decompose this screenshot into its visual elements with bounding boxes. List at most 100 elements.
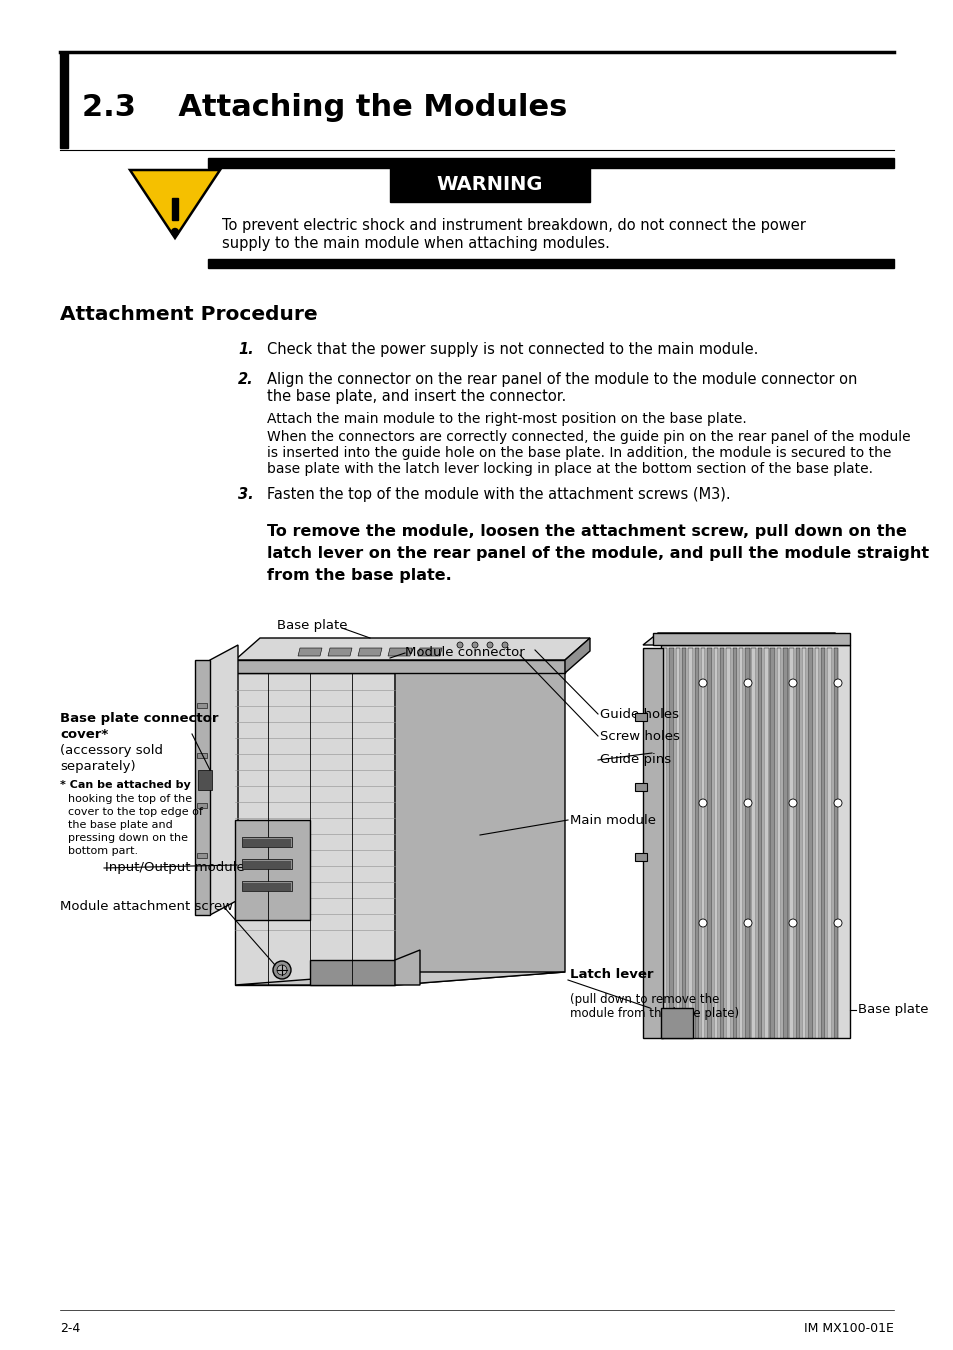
Bar bbox=[795, 648, 800, 1038]
Polygon shape bbox=[417, 648, 441, 656]
Circle shape bbox=[743, 799, 751, 807]
Polygon shape bbox=[564, 639, 589, 674]
Text: is inserted into the guide hole on the base plate. In addition, the module is se: is inserted into the guide hole on the b… bbox=[267, 446, 890, 460]
Circle shape bbox=[273, 961, 291, 979]
Bar bbox=[757, 648, 761, 1038]
Polygon shape bbox=[234, 639, 589, 660]
Bar bbox=[776, 648, 781, 1038]
Text: cover to the top edge of: cover to the top edge of bbox=[68, 807, 203, 817]
Text: module from the base plate): module from the base plate) bbox=[569, 1007, 739, 1021]
Text: the base plate, and insert the connector.: the base plate, and insert the connector… bbox=[267, 389, 566, 404]
Text: Base plate: Base plate bbox=[276, 620, 347, 633]
Polygon shape bbox=[130, 170, 220, 238]
Text: To prevent electric shock and instrument breakdown, do not connect the power: To prevent electric shock and instrument… bbox=[222, 217, 805, 234]
Bar bbox=[635, 713, 646, 721]
Circle shape bbox=[788, 919, 796, 927]
Bar bbox=[660, 645, 849, 1038]
Polygon shape bbox=[310, 960, 395, 985]
Bar bbox=[198, 769, 212, 790]
Bar bbox=[242, 837, 292, 846]
Bar bbox=[833, 648, 838, 1038]
Polygon shape bbox=[194, 660, 210, 915]
Circle shape bbox=[833, 679, 841, 687]
Bar bbox=[713, 648, 718, 1038]
Polygon shape bbox=[297, 648, 322, 656]
Bar bbox=[738, 648, 742, 1038]
Bar bbox=[807, 648, 812, 1038]
Bar bbox=[751, 648, 755, 1038]
Bar bbox=[652, 633, 849, 645]
Text: * Can be attached by: * Can be attached by bbox=[60, 780, 191, 790]
Text: hooking the top of the: hooking the top of the bbox=[68, 794, 192, 805]
Polygon shape bbox=[395, 950, 419, 986]
Text: Screw holes: Screw holes bbox=[599, 729, 679, 742]
Text: (pull down to remove the: (pull down to remove the bbox=[569, 994, 719, 1006]
Circle shape bbox=[788, 799, 796, 807]
Circle shape bbox=[788, 679, 796, 687]
Text: When the connectors are correctly connected, the guide pin on the rear panel of : When the connectors are correctly connec… bbox=[267, 431, 910, 444]
Bar bbox=[196, 803, 207, 809]
Bar bbox=[744, 648, 749, 1038]
Text: 2.3    Attaching the Modules: 2.3 Attaching the Modules bbox=[82, 93, 567, 123]
Polygon shape bbox=[210, 645, 237, 915]
Text: Check that the power supply is not connected to the main module.: Check that the power supply is not conne… bbox=[267, 342, 758, 356]
Circle shape bbox=[833, 799, 841, 807]
Text: (accessory sold: (accessory sold bbox=[60, 744, 163, 757]
Polygon shape bbox=[234, 674, 395, 986]
Text: WARNING: WARNING bbox=[436, 174, 542, 193]
Text: base plate with the latch lever locking in place at the bottom section of the ba: base plate with the latch lever locking … bbox=[267, 462, 872, 477]
Polygon shape bbox=[642, 633, 849, 645]
Bar bbox=[390, 166, 589, 202]
Circle shape bbox=[699, 679, 706, 687]
Text: separately): separately) bbox=[60, 760, 135, 774]
Text: 2-4: 2-4 bbox=[60, 1322, 80, 1335]
Circle shape bbox=[743, 679, 751, 687]
Polygon shape bbox=[357, 648, 381, 656]
Text: Guide pins: Guide pins bbox=[599, 753, 670, 767]
Bar bbox=[243, 883, 291, 891]
Bar bbox=[172, 198, 178, 220]
Text: latch lever on the rear panel of the module, and pull the module straight: latch lever on the rear panel of the mod… bbox=[267, 545, 928, 562]
Text: Base plate connector: Base plate connector bbox=[60, 711, 218, 725]
Text: Module attachment screw: Module attachment screw bbox=[60, 900, 233, 914]
Bar bbox=[706, 648, 711, 1038]
Text: Guide holes: Guide holes bbox=[599, 707, 679, 721]
Polygon shape bbox=[234, 972, 564, 986]
Text: IM MX100-01E: IM MX100-01E bbox=[803, 1322, 893, 1335]
Bar bbox=[242, 859, 292, 869]
Polygon shape bbox=[660, 1008, 692, 1038]
Bar bbox=[208, 158, 893, 167]
Bar bbox=[700, 648, 704, 1038]
Text: Attachment Procedure: Attachment Procedure bbox=[60, 305, 317, 324]
Bar bbox=[814, 648, 819, 1038]
Bar bbox=[242, 882, 292, 891]
Bar bbox=[720, 648, 723, 1038]
Circle shape bbox=[833, 919, 841, 927]
Bar bbox=[196, 703, 207, 707]
Bar bbox=[782, 648, 787, 1038]
Bar bbox=[788, 648, 793, 1038]
Bar bbox=[694, 648, 699, 1038]
Bar bbox=[208, 259, 893, 269]
Bar bbox=[725, 648, 730, 1038]
Bar bbox=[642, 648, 662, 1038]
Circle shape bbox=[472, 643, 477, 648]
Bar bbox=[687, 648, 692, 1038]
Text: Latch lever: Latch lever bbox=[569, 968, 653, 981]
Bar bbox=[732, 648, 736, 1038]
Text: 1.: 1. bbox=[237, 342, 253, 356]
Circle shape bbox=[172, 228, 178, 235]
Text: from the base plate.: from the base plate. bbox=[267, 568, 452, 583]
Circle shape bbox=[276, 965, 287, 975]
Circle shape bbox=[456, 643, 462, 648]
Text: Main module: Main module bbox=[569, 814, 656, 826]
Circle shape bbox=[486, 643, 493, 648]
Polygon shape bbox=[234, 819, 310, 919]
Polygon shape bbox=[395, 660, 564, 986]
Text: the base plate and: the base plate and bbox=[68, 819, 172, 830]
Circle shape bbox=[501, 643, 507, 648]
Bar bbox=[763, 648, 768, 1038]
Text: Attach the main module to the right-most position on the base plate.: Attach the main module to the right-most… bbox=[267, 412, 746, 427]
Polygon shape bbox=[328, 648, 352, 656]
Bar bbox=[635, 783, 646, 791]
